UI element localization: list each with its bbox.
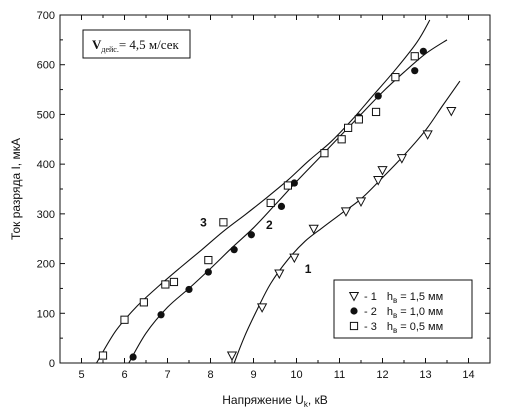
- data-point-series-2: [374, 92, 382, 100]
- legend-value-2: = 1,0 мм: [400, 306, 443, 318]
- x-tick-label: 10: [290, 369, 302, 381]
- data-point-series-3: [139, 298, 148, 307]
- y-tick-label: 600: [37, 60, 55, 72]
- data-point-series-1: [355, 197, 367, 207]
- x-tick-label: 6: [121, 369, 127, 381]
- y-tick-label: 400: [37, 159, 55, 171]
- x-axis-label-sub: k: [304, 400, 309, 409]
- curve-label-2: 2: [266, 218, 273, 232]
- x-tick-label: 12: [376, 369, 388, 381]
- y-tick-label: 0: [49, 358, 55, 370]
- legend-prefix-1: - 1: [364, 291, 377, 303]
- legend-h-3: h: [387, 321, 393, 333]
- legend-marker-1: [348, 292, 360, 302]
- data-point-series-2: [157, 311, 165, 319]
- svg-text:Vдейс.= 4,5 м/сек: Vдейс.= 4,5 м/сек: [92, 37, 179, 54]
- data-point-series-2: [419, 47, 427, 55]
- legend-h-2: h: [387, 306, 393, 318]
- x-tick-label: 5: [78, 369, 84, 381]
- legend-value-1: = 1,5 мм: [400, 291, 443, 303]
- curve-label-1: 1: [305, 262, 312, 276]
- data-point-series-3: [391, 73, 400, 82]
- data-point-series-3: [344, 123, 353, 132]
- data-point-series-3: [161, 280, 170, 289]
- data-point-series-3: [354, 115, 363, 124]
- x-axis-label: Напряжение Uk, кВ: [222, 393, 328, 409]
- x-tick-label: 9: [250, 369, 256, 381]
- legend-h-1: h: [387, 291, 393, 303]
- legend-prefix-2: - 2: [364, 306, 377, 318]
- svg-text:- 2hв= 1,0 мм: - 2 hв = 1,0 мм: [364, 306, 443, 320]
- annotation-text: = 4,5 м/сек: [119, 37, 180, 52]
- y-tick-label: 200: [37, 259, 55, 271]
- legend-value-3: = 0,5 мм: [400, 321, 443, 333]
- fit-curve-3: [96, 19, 431, 363]
- data-point-series-1: [373, 176, 384, 186]
- curve-label-3: 3: [200, 216, 207, 230]
- data-point-series-3: [371, 107, 381, 117]
- data-point-series-3: [219, 218, 228, 227]
- data-point-series-1: [422, 130, 433, 140]
- x-tick-label: 13: [419, 369, 431, 381]
- data-point-series-2: [277, 202, 286, 210]
- legend-marker-3: [349, 321, 359, 331]
- legend-h-sub-3: в: [393, 326, 397, 335]
- legend-markers: [348, 292, 360, 331]
- data-point-series-1: [226, 351, 238, 362]
- data-point-series-1: [289, 253, 300, 264]
- fit-curve-2: [128, 39, 448, 363]
- y-tick-label: 500: [37, 109, 55, 121]
- data-point-series-1: [396, 154, 407, 164]
- x-tick-label: 14: [462, 369, 474, 381]
- annotation-sub: дейс.: [101, 45, 118, 54]
- data-point-series-2: [247, 231, 255, 239]
- data-point-series-2: [185, 285, 193, 294]
- x-tick-label: 11: [334, 369, 345, 381]
- legend-h-sub-2: в: [393, 311, 397, 320]
- data-point-series-2: [290, 179, 298, 187]
- data-point-series-3: [410, 52, 419, 61]
- svg-text:- 1hв= 1,5 мм: - 1 hв = 1,5 мм: [364, 291, 443, 305]
- legend-marker-2: [350, 307, 358, 315]
- x-axis-label-unit: , кВ: [308, 393, 328, 407]
- data-point-series-2: [411, 67, 419, 75]
- data-point-series-1: [274, 269, 285, 280]
- y-tick-label: 100: [37, 308, 55, 320]
- data-point-series-1: [340, 207, 352, 217]
- data-point-series-3: [98, 351, 108, 360]
- data-point-series-2: [204, 268, 212, 276]
- legend-h-sub-1: в: [393, 296, 397, 305]
- y-tick-label: 300: [37, 209, 55, 221]
- data-point-series-3: [169, 277, 179, 287]
- x-tick-label: 8: [207, 369, 213, 381]
- data-point-series-2: [129, 353, 137, 361]
- data-points: [98, 47, 457, 362]
- y-axis-label: Ток разряда I, мкА: [9, 138, 23, 240]
- data-point-series-2: [230, 246, 238, 254]
- x-axis-label-main: Напряжение U: [222, 393, 304, 407]
- data-point-series-3: [266, 198, 275, 208]
- data-point-series-1: [256, 303, 268, 313]
- data-point-series-1: [377, 166, 388, 176]
- data-point-series-1: [308, 224, 319, 235]
- y-tick-label: 700: [37, 10, 55, 22]
- data-point-series-3: [320, 149, 329, 158]
- svg-text:- 3hв= 0,5 мм: - 3 hв = 0,5 мм: [364, 321, 443, 335]
- legend: - 1 hв = 1,5 мм - 2 hв = 1,0 мм - 3 hв = 0,5 м…: [333, 279, 473, 339]
- annotation-symbol: V: [92, 37, 102, 52]
- x-tick-label: 7: [164, 369, 170, 381]
- legend-prefix-3: - 3: [364, 321, 377, 333]
- data-point-series-3: [204, 255, 213, 265]
- data-point-series-1: [446, 106, 457, 117]
- data-point-series-3: [337, 135, 346, 144]
- data-point-series-3: [283, 181, 292, 190]
- data-point-series-3: [120, 315, 129, 324]
- velocity-annotation: Vдейс.= 4,5 м/сек: [82, 29, 191, 59]
